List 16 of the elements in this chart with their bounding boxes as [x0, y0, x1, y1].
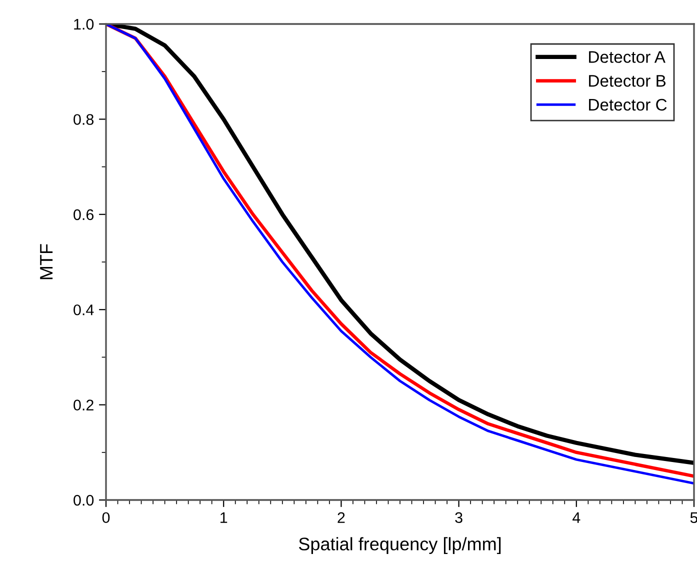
x-tick-label: 3: [455, 512, 462, 524]
y-tick-label: 0.6: [74, 209, 94, 220]
y-tick-label: 0.4: [74, 304, 94, 316]
y-tick-label: 1.0: [74, 18, 94, 30]
y-tick-label: 0.2: [74, 400, 94, 410]
legend-label: Detector B: [589, 75, 666, 87]
legend-label: Detector A: [589, 51, 666, 63]
x-tick-label: 4: [572, 512, 580, 523]
x-tick-label: 2: [338, 512, 345, 523]
legend-label: Detector C: [589, 98, 667, 111]
x-tick-label: 0: [102, 512, 110, 524]
x-axis-title: Spatial frequency [lp/mm]: [298, 537, 501, 554]
y-axis-title: MTF: [40, 244, 53, 280]
x-tick-label: 1: [220, 512, 228, 523]
y-tick-label: 0.8: [74, 114, 94, 125]
y-tick-label: 0.0: [74, 494, 94, 506]
